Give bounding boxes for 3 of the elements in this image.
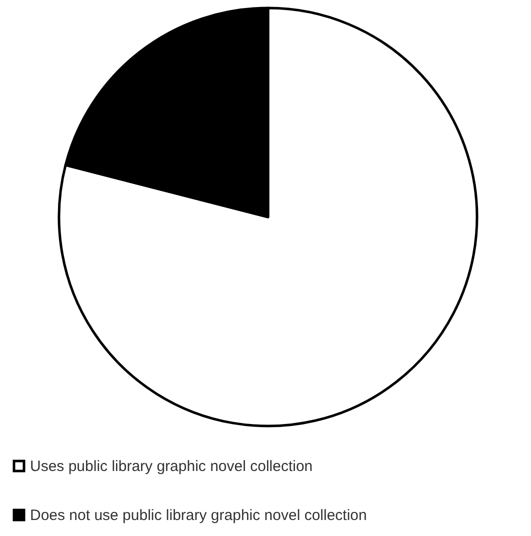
pie-slice: [58, 6, 478, 428]
legend-label: Does not use public library graphic novel collection: [30, 507, 367, 524]
legend-label: Uses public library graphic novel collection: [30, 458, 313, 475]
